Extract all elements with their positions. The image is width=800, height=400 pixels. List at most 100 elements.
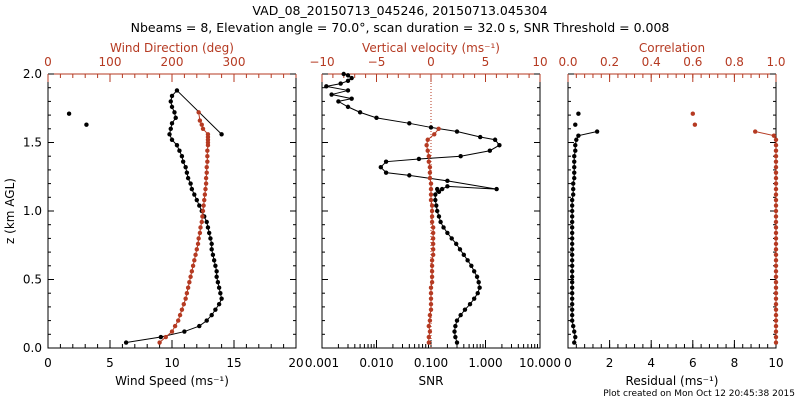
x-tick-label: 8 xyxy=(731,356,739,370)
wind-direction-point xyxy=(205,132,211,137)
correlation-point xyxy=(773,323,779,329)
snr-point xyxy=(345,104,351,110)
residual-point xyxy=(569,280,575,285)
residual-point xyxy=(569,203,575,208)
correlation-point xyxy=(773,280,779,285)
snr-point xyxy=(383,159,389,164)
x-tick-label: 2 xyxy=(606,356,614,370)
vertical-velocity-point xyxy=(427,318,433,323)
wind-direction-point xyxy=(200,208,206,214)
wind-speed-line xyxy=(126,89,223,344)
snr-point xyxy=(439,186,445,192)
snr-point xyxy=(452,329,457,334)
wind-speed-point xyxy=(218,291,223,296)
wind-speed-point xyxy=(174,143,180,148)
x-tick-label: 0.010 xyxy=(359,356,393,370)
correlation-point xyxy=(773,143,779,148)
correlation-point xyxy=(773,274,779,279)
panel-wind: 0.0 0.5 1.0 1.5 2.0 z (km AGL) 0 5 10 15 20 Wind Sp… xyxy=(3,41,304,388)
snr-point xyxy=(349,75,354,81)
plot-credit: Plot created on Mon Oct 12 20:45:38 2015 xyxy=(603,389,795,399)
x-axis-label: Wind Speed (ms⁻¹) xyxy=(115,374,229,388)
wind-direction-point xyxy=(200,126,206,131)
wind-direction-point xyxy=(169,329,175,334)
snr-point xyxy=(329,92,334,97)
residual-point xyxy=(569,285,575,290)
vertical-velocity-point xyxy=(428,296,434,301)
top-tick-label: 0.2 xyxy=(600,55,619,69)
wind-speed-point xyxy=(204,318,209,323)
residual-point xyxy=(569,296,575,301)
wind-direction-point xyxy=(202,192,208,197)
wind-speed-point xyxy=(169,93,175,99)
residual-point xyxy=(572,154,577,159)
snr-point xyxy=(435,208,440,214)
vertical-velocity-point xyxy=(426,323,432,329)
residual-point xyxy=(574,137,579,142)
wind-speed-point xyxy=(182,329,187,334)
vertical-velocity-point xyxy=(430,247,436,252)
snr-point xyxy=(407,121,412,126)
x-tick-label: 10 xyxy=(164,356,179,370)
panel-vertical: 0.001 0.010 0.100 1.000 10.000 SNR −10 −5 0 5 10 Ve… xyxy=(305,41,561,388)
wind-speed-point xyxy=(219,296,224,301)
snr-line xyxy=(326,73,501,343)
x-axis-label: SNR xyxy=(419,374,444,388)
residual-point xyxy=(569,252,575,258)
snr-point xyxy=(476,280,481,285)
residual-point xyxy=(573,143,578,148)
residual-point xyxy=(569,258,575,263)
snr-point xyxy=(374,115,379,121)
snr-point xyxy=(471,296,477,301)
wind-direction-point xyxy=(157,340,162,345)
wind-direction-point xyxy=(203,186,208,192)
snr-point xyxy=(345,78,351,84)
x-tick-label: 5 xyxy=(106,356,114,370)
snr-point xyxy=(494,186,499,192)
wind-speed-point xyxy=(123,340,129,345)
residual-point xyxy=(569,291,575,296)
wind-direction-point xyxy=(187,280,192,285)
snr-point xyxy=(477,285,482,290)
vertical-velocity-point xyxy=(436,126,441,131)
correlation-point xyxy=(773,148,779,153)
residual-point xyxy=(572,159,577,164)
x-axis-label: Residual (ms⁻¹) xyxy=(626,374,719,388)
y-tick-label: 0.0 xyxy=(23,341,42,355)
snr-point xyxy=(445,184,450,189)
wind-direction-point xyxy=(204,170,209,175)
residual-point xyxy=(571,192,576,197)
snr-point xyxy=(457,247,463,252)
wind-speed-isolated-point xyxy=(84,122,89,127)
correlation-isolated-point xyxy=(692,122,698,127)
vertical-velocity-point xyxy=(427,175,433,181)
residual-point xyxy=(573,334,578,340)
vertical-velocity-point xyxy=(429,219,435,225)
vertical-velocity-point xyxy=(430,252,436,258)
title-line-2: Nbeams = 8, Elevation angle = 70.0°, sca… xyxy=(131,20,670,35)
wind-direction-point xyxy=(205,148,210,153)
snr-point xyxy=(445,178,450,184)
snr-point xyxy=(434,203,439,208)
correlation-point xyxy=(773,241,779,247)
snr-point xyxy=(454,340,460,345)
wind-direction-point xyxy=(199,219,204,225)
residual-point xyxy=(569,247,575,252)
wind-speed-point xyxy=(179,154,185,159)
wind-speed-point xyxy=(168,126,173,131)
correlation-point xyxy=(773,296,779,301)
y-tick-label: 1.5 xyxy=(23,136,42,150)
wind-direction-point xyxy=(194,247,199,252)
residual-point xyxy=(569,236,575,241)
correlation-point xyxy=(773,225,779,230)
residual-point xyxy=(576,133,581,138)
vertical-velocity-point xyxy=(429,208,435,214)
correlation-point xyxy=(773,219,779,225)
correlation-point xyxy=(773,329,779,334)
correlation-point xyxy=(753,129,758,134)
wind-speed-point xyxy=(183,164,188,170)
snr-point xyxy=(458,154,463,159)
residual-point xyxy=(569,307,575,312)
wind-direction-point xyxy=(205,159,210,164)
